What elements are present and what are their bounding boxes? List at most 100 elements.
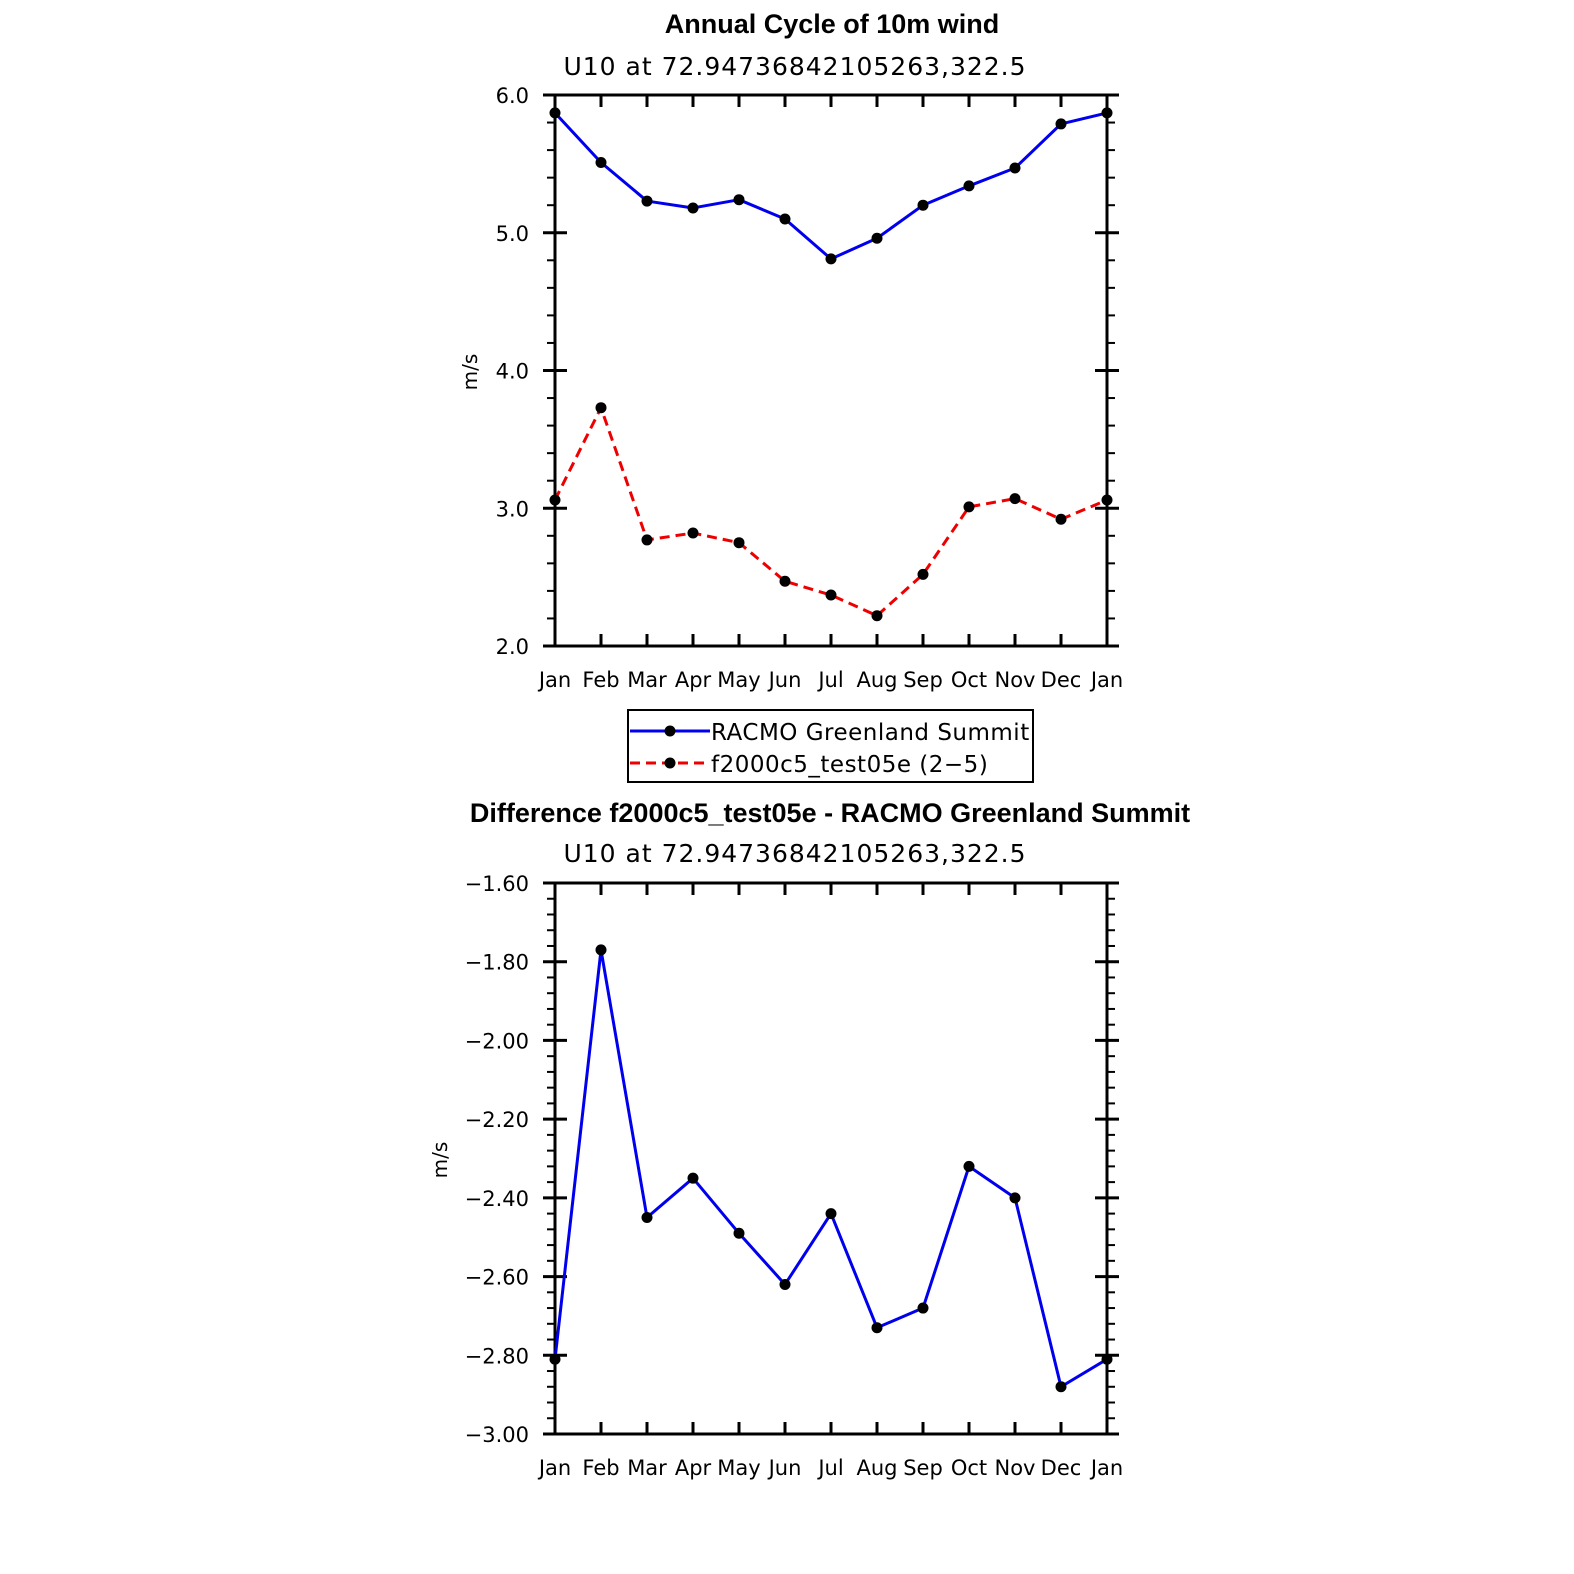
data-point [871,610,883,622]
y-tick-label: 6.0 [496,84,529,108]
legend-series1-label: RACMO Greenland Summit [711,720,1030,746]
x-tick-label: Jul [816,668,843,692]
chart2-subtitle: U10 at 72.94736842105263,322.5 [563,839,1026,868]
y-tick-label: 5.0 [496,222,529,246]
annual-cycle-chart: Annual Cycle of 10m wind U10 at 72.94736… [458,9,1123,783]
data-point [733,194,745,206]
data-point [549,107,561,119]
x-tick-label: Feb [582,668,619,692]
y-tick-label: −2.00 [465,1029,529,1053]
y-tick-label: −2.20 [465,1108,529,1132]
x-tick-label: Apr [675,1456,712,1480]
x-tick-label: Aug [856,1456,897,1480]
y-tick-label: −2.80 [465,1344,529,1368]
data-point [595,402,607,414]
data-point [1009,162,1021,174]
legend-series1-marker [664,725,676,737]
x-tick-label: May [717,1456,760,1480]
x-tick-label: Sep [903,668,943,692]
data-point [963,180,975,192]
x-tick-label: Oct [951,1456,987,1480]
difference-chart: Difference f2000c5_test05e - RACMO Green… [428,798,1190,1480]
chart2-ticks [543,881,1119,1436]
x-tick-label: May [717,668,760,692]
data-point [917,1302,929,1314]
x-tick-label: Jun [767,668,802,692]
chart1-plot-frame [553,93,1109,648]
data-point [825,1208,837,1220]
chart1-subtitle: U10 at 72.94736842105263,322.5 [563,52,1026,81]
data-point [1101,1353,1113,1365]
chart1-y-tick-labels: 2.0 3.0 4.0 5.0 6.0 [496,84,529,659]
data-point [917,568,929,580]
x-tick-label: Mar [627,668,667,692]
series-line-1 [553,111,1108,261]
x-tick-label: Sep [903,1456,943,1480]
chart2-y-tick-labels: −3.00 −2.80 −2.60 −2.40 −2.20 −2.00 −1.80 −1.60 [465,872,529,1447]
data-point [549,1353,561,1365]
data-point [641,195,653,207]
data-point [917,199,929,211]
chart2-y-axis-label: m/s [428,1142,452,1179]
legend-series2-label: f2000c5_test05e (2−5) [711,752,988,778]
x-tick-label: Jan [537,668,571,692]
y-tick-label: −3.00 [465,1423,529,1447]
series-line-1 [553,948,1108,1389]
data-point [641,1212,653,1224]
legend-frame [627,709,1034,783]
data-point [1101,107,1113,119]
y-tick-label: −2.40 [465,1187,529,1211]
x-tick-label: Feb [582,1456,619,1480]
data-point [549,494,561,506]
chart1-y-axis-label: m/s [458,354,482,391]
x-tick-label: Apr [675,668,712,692]
chart1-ticks [543,93,1119,648]
data-point [871,1322,883,1334]
data-point [687,202,699,214]
chart1-legend: RACMO Greenland Summit f2000c5_test05e (… [627,709,1034,783]
data-point [1009,1192,1021,1204]
y-tick-label: 2.0 [496,635,529,659]
data-point [687,1172,699,1184]
y-tick-label: −1.60 [465,872,529,896]
x-tick-label: Jul [816,1456,843,1480]
data-point [595,944,607,956]
x-tick-label: Jan [1089,668,1123,692]
x-tick-label: Nov [995,668,1036,692]
data-point [1101,494,1113,506]
data-point [871,232,883,244]
x-tick-label: Oct [951,668,987,692]
x-tick-label: Jun [767,1456,802,1480]
x-tick-label: Jan [537,1456,571,1480]
data-point [825,589,837,601]
data-point [1009,493,1021,505]
data-point [825,253,837,265]
chart2-series [549,944,1113,1393]
x-tick-label: Dec [1041,668,1082,692]
data-point [1055,118,1067,130]
data-point [779,575,791,587]
chart1-series [549,107,1113,622]
legend-series2-marker [664,757,676,769]
data-point [595,156,607,168]
data-point [963,1160,975,1172]
series-line-2 [553,406,1108,618]
chart1-title: Annual Cycle of 10m wind [665,9,1000,39]
x-tick-label: Aug [856,668,897,692]
data-point [963,501,975,513]
chart2-x-tick-labels: Jan Feb Mar Apr May Jun Jul Aug Sep Oct Nov Dec Jan [537,1456,1123,1480]
data-point [779,1278,791,1290]
data-point [687,527,699,539]
data-point [779,213,791,225]
data-point [1055,1381,1067,1393]
x-tick-label: Jan [1089,1456,1123,1480]
data-point [641,534,653,546]
chart1-x-tick-labels: Jan Feb Mar Apr May Jun Jul Aug Sep Oct Nov Dec Jan [537,668,1123,692]
y-tick-label: −2.60 [465,1266,529,1290]
x-tick-label: Dec [1041,1456,1082,1480]
y-tick-label: 3.0 [496,497,529,521]
chart2-title: Difference f2000c5_test05e - RACMO Green… [470,798,1190,828]
data-point [733,1227,745,1239]
y-tick-label: 4.0 [496,360,529,384]
